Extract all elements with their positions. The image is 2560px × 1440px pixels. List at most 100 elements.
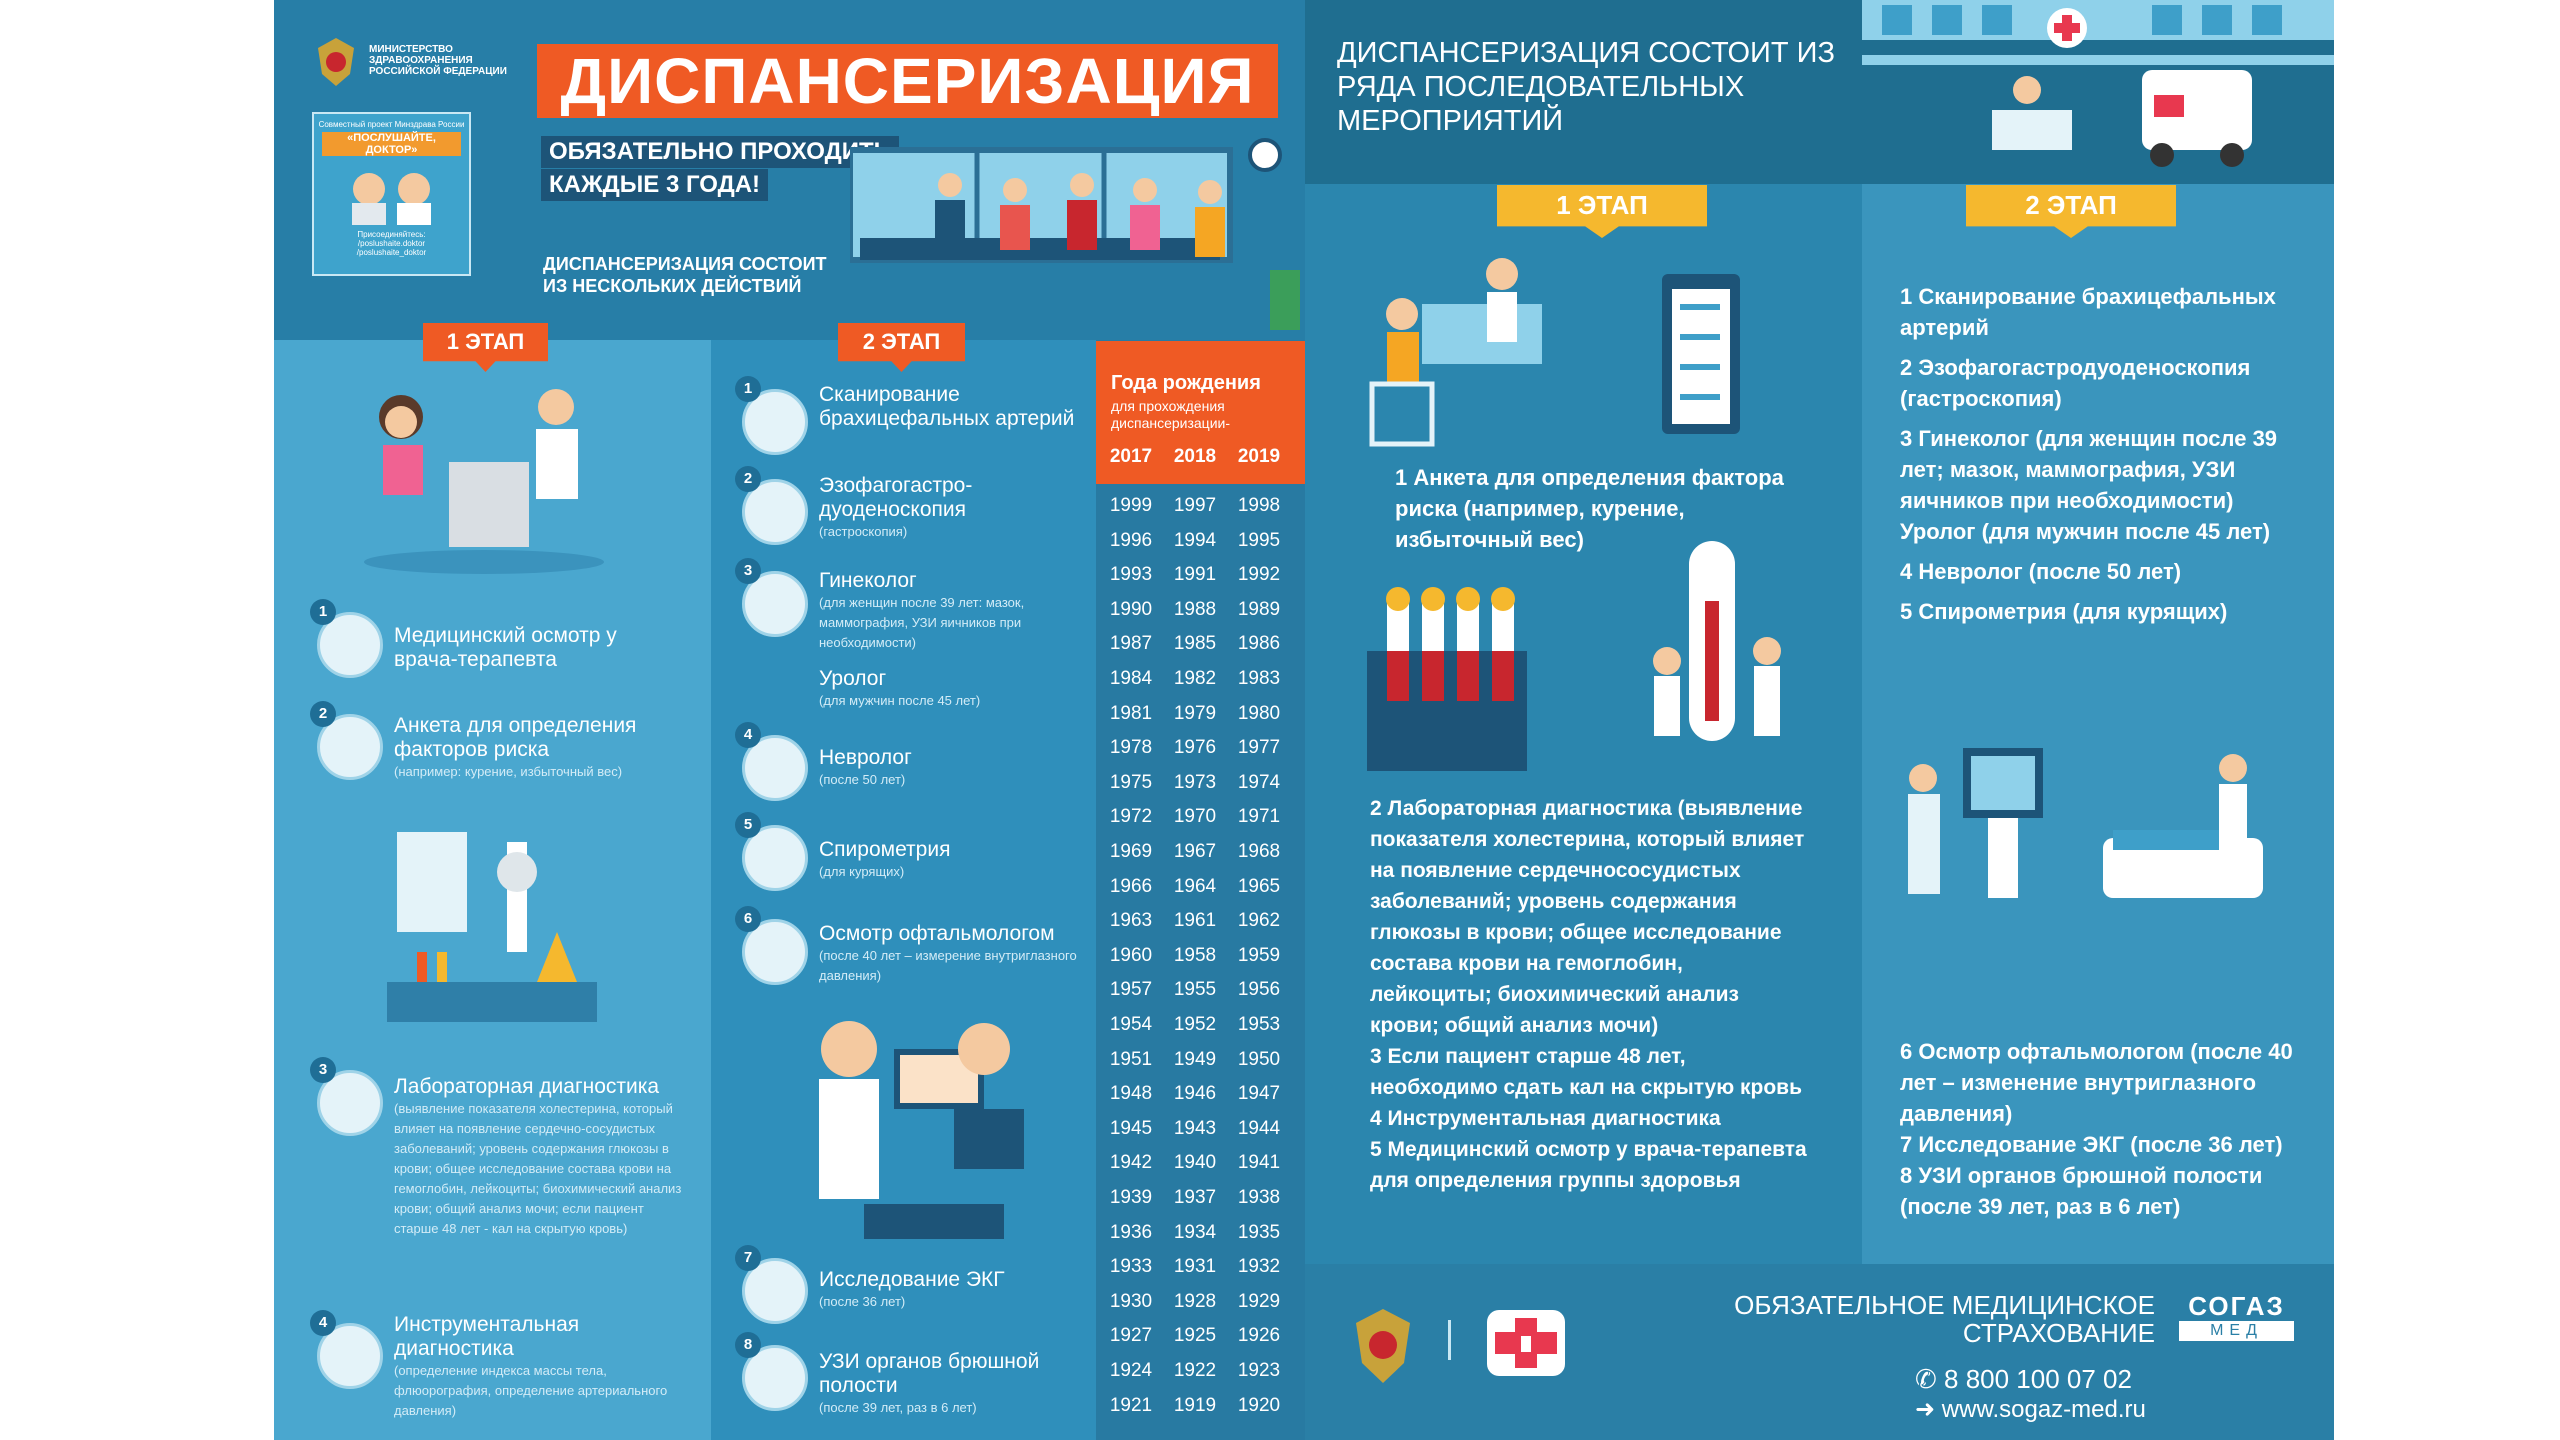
item-number: 3 (735, 558, 761, 584)
subtitle-line: КАЖДЫЕ 3 ГОДА! (541, 169, 769, 201)
item-detail: (для женщин после 39 лет: мазок, маммогр… (819, 595, 1025, 650)
project-join: Присоединяйтесь: (357, 230, 426, 239)
item-number: 4 (735, 722, 761, 748)
item-number: 7 (735, 1245, 761, 1271)
emblem (318, 38, 354, 86)
item-detail: (для курящих) (819, 864, 905, 879)
footer-bg (1305, 1264, 2334, 1440)
year-cell: 1919 (1173, 1394, 1217, 1416)
item-text: УЗИ органов брюшной полости (после 39 лет… (819, 1350, 1087, 1418)
main-title: ДИСПАНСЕРИЗАЦИЯ (537, 44, 1278, 118)
year-cell: 1935 (1237, 1221, 1281, 1243)
site-url[interactable]: www.sogaz-med.ru (1941, 1396, 2146, 1423)
year-cell: 1999 (1109, 495, 1153, 516)
brand: СОГАЗ (2188, 1291, 2285, 1321)
item-number: 1 (310, 599, 336, 625)
years-header-bg (1096, 341, 1305, 484)
item-detail: (для мужчин после 45 лет) (819, 693, 981, 708)
year-cell: 1967 (1173, 841, 1217, 862)
item-number: 3 (310, 1057, 336, 1083)
right-item: 7 Исследование ЭКГ (после 36 лет) (1900, 1132, 2283, 1157)
brand-sub: МЕД (2179, 1321, 2294, 1341)
year-column-header: 2019 (1237, 446, 1281, 467)
right-item-list: 1 Сканирование брахицефальных артерий 2 Э… (1900, 281, 2300, 636)
phone: ✆ 8 800 100 07 02 (1915, 1364, 2132, 1395)
item-title: Исследование ЭКГ (819, 1268, 1005, 1291)
item-text: Медицинский осмотр у врача-терапевта (394, 624, 684, 672)
right-item: 3 Если пациент старше 48 лет, необходимо… (1370, 1045, 1802, 1099)
year-cell: 1976 (1173, 737, 1217, 759)
year-cell: 1987 (1109, 633, 1153, 655)
year-cell: 1981 (1109, 702, 1153, 724)
year-cell: 1953 (1237, 1014, 1281, 1035)
right-item: 2 Лабораторная диагностика (выявление по… (1370, 797, 1805, 1037)
year-cell: 1944 (1237, 1117, 1281, 1139)
year-cell: 1986 (1237, 633, 1281, 655)
project-line1: Совместный проект Минздрава России (318, 120, 465, 129)
year-cell: 1961 (1173, 910, 1217, 932)
item-title: Осмотр офтальмологом (819, 922, 1055, 945)
year-cell: 1992 (1237, 564, 1281, 586)
year-cell: 1983 (1237, 668, 1281, 689)
year-cell: 1955 (1173, 979, 1217, 1001)
year-cell: 1963 (1109, 910, 1153, 932)
insurance-line: ОБЯЗАТЕЛЬНОЕ МЕДИЦИНСКОЕ (1734, 1290, 2155, 1320)
item-text: Инструментальная диагностика (определение… (394, 1313, 684, 1421)
lab-tests-illustration (1367, 541, 1781, 771)
item-text: Анкета для определения факторов риска (на… (394, 714, 684, 782)
project-title: «ПОСЛУШАЙТЕ, ДОКТОР» (322, 132, 461, 156)
item-number: 2 (310, 701, 336, 727)
right-item: 5 Медицинский осмотр у врача-терапевта д… (1370, 1138, 1807, 1192)
hospital-illustration (1862, 0, 2334, 167)
year-cell: 1970 (1173, 806, 1217, 828)
year-cell: 1996 (1109, 529, 1153, 551)
year-cell: 1989 (1237, 598, 1281, 620)
year-cell: 1925 (1173, 1325, 1217, 1347)
item-number: 8 (735, 1332, 761, 1358)
lab-illustration (387, 832, 597, 1022)
year-cell: 1968 (1237, 841, 1281, 862)
project-link: /poslushaite.doktor (357, 239, 426, 248)
year-cell: 1984 (1109, 668, 1153, 689)
year-cell: 1966 (1109, 875, 1153, 897)
item-title: Уролог (819, 667, 887, 690)
year-cell: 1928 (1173, 1290, 1217, 1312)
item-title: Невролог (819, 746, 912, 769)
year-cell: 1934 (1173, 1221, 1217, 1243)
year-cell: 1922 (1173, 1360, 1217, 1381)
item-title: Инструментальная диагностика (394, 1313, 580, 1360)
item-detail: (выявление показателя холестерина, котор… (394, 1101, 682, 1236)
year-cell: 1973 (1173, 771, 1217, 793)
item-title: Медицинский осмотр у врача-терапевта (394, 624, 617, 671)
year-cell: 1990 (1109, 598, 1153, 620)
year-cell: 1931 (1173, 1256, 1217, 1278)
right-item: 5 Спирометрия (для курящих) (1900, 599, 2228, 624)
questionnaire-illustration (1369, 258, 1740, 447)
year-cell: 1998 (1237, 495, 1281, 516)
item-detail: (после 36 лет) (819, 1294, 906, 1309)
item-number: 6 (735, 906, 761, 932)
diagnostics-illustration (1908, 748, 2263, 898)
ophthalmologist-illustration (819, 1021, 1024, 1239)
year-cell: 1946 (1173, 1083, 1217, 1105)
year-cell: 1972 (1109, 806, 1153, 828)
right-item-list: 6 Осмотр офтальмологом (после 40 лет – и… (1900, 1036, 2300, 1222)
right-title-line: РЯДА ПОСЛЕДОВАТЕЛЬНЫХ (1337, 71, 1745, 103)
year-cell: 1940 (1173, 1152, 1217, 1174)
year-cell: 1979 (1173, 702, 1217, 724)
years-subtitle: для прохождения диспансеризации- (1111, 398, 1231, 431)
year-cell: 1921 (1109, 1394, 1153, 1416)
year-column-header: 2017 (1109, 446, 1153, 467)
year-cell: 1980 (1237, 702, 1281, 724)
site-icon: ➜ (1915, 1396, 1942, 1423)
subtitle-line: ОБЯЗАТЕЛЬНО ПРОХОДИТЬ (541, 136, 899, 168)
year-cell: 1941 (1237, 1152, 1281, 1174)
item-title: Сканирование брахицефальных артерий (819, 383, 1075, 430)
item-text: Спирометрия (для курящих) (819, 838, 1087, 882)
right-item: 4 Невролог (после 50 лет) (1900, 559, 2182, 584)
footer-separator (1448, 1320, 1451, 1360)
insurance-text: ОБЯЗАТЕЛЬНОЕ МЕДИЦИНСКОЕ СТРАХОВАНИЕ (1700, 1291, 2155, 1347)
year-cell: 1959 (1237, 944, 1281, 966)
item-title: Лабораторная диагностика (394, 1075, 660, 1098)
